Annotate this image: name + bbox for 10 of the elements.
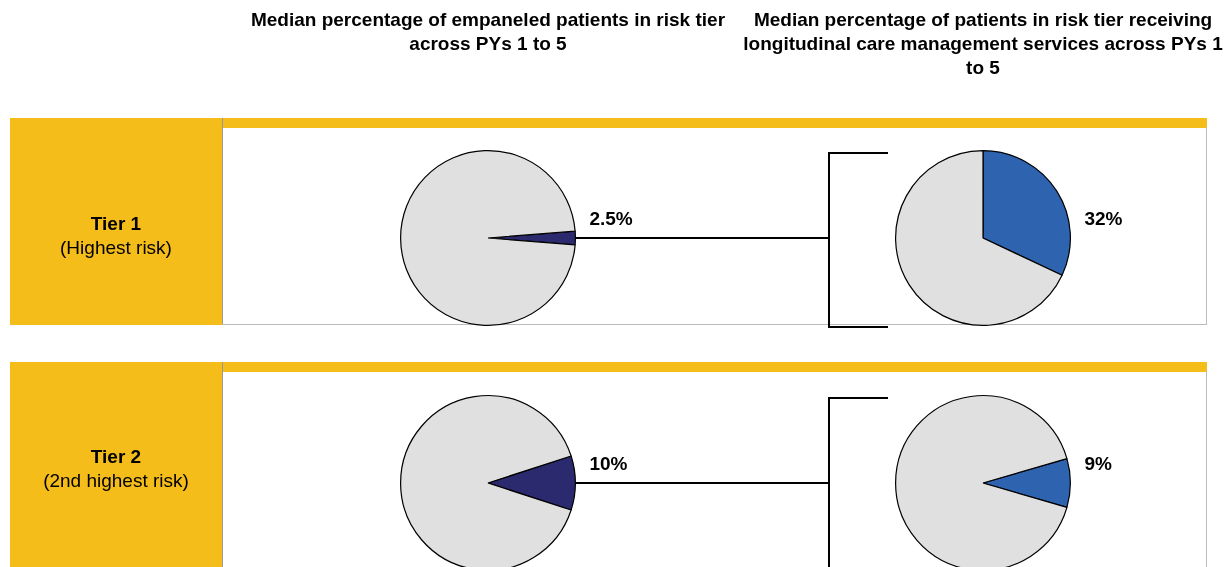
data-label: 9% (1084, 453, 1112, 475)
chart-title: Median percentage of patients in risk tier receiving longitudinal care management services across PYs 1 to 5 (743, 8, 1223, 80)
text: Tier 2 (89, 445, 143, 469)
data-label: 10% (589, 453, 628, 475)
text: Tier 1 (89, 212, 143, 236)
text: (Highest risk) (59, 236, 173, 260)
text: (2nd highest risk) (42, 469, 190, 493)
chart-title: Median percentage of empaneled patients in risk tier across PYs 1 to 5 (249, 8, 727, 56)
data-label: 2.5% (589, 208, 633, 230)
data-label: 32% (1084, 208, 1123, 230)
